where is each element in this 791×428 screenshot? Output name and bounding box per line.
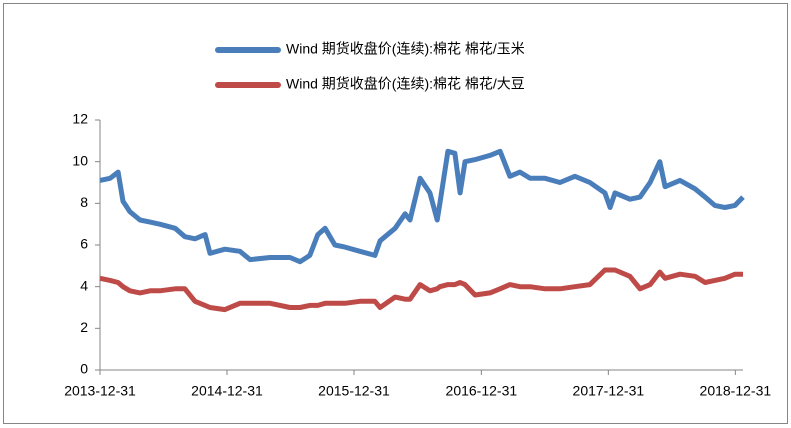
series-line: [99, 267, 743, 313]
x-tick-label: 2016-12-31: [446, 383, 518, 399]
y-tick-label: 12: [72, 111, 88, 127]
y-tick-label: 0: [80, 361, 88, 377]
y-tick-label: 4: [80, 277, 88, 293]
x-tick-label: 2014-12-31: [191, 383, 263, 399]
y-tick-label: 6: [80, 236, 88, 252]
x-tick-label: 2018-12-31: [700, 383, 772, 399]
chart-border: [3, 3, 788, 424]
y-tick-label: 8: [80, 194, 88, 210]
x-tick-label: 2013-12-31: [64, 383, 136, 399]
y-tick-label: 10: [72, 152, 88, 168]
legend-label: Wind 期货收盘价(连续):棉花 棉花/玉米: [286, 41, 525, 57]
series-line: [99, 148, 745, 265]
y-tick-label: 2: [80, 319, 88, 335]
x-tick-label: 2017-12-31: [573, 383, 645, 399]
legend-label: Wind 期货收盘价(连续):棉花 棉花/大豆: [286, 76, 525, 92]
x-tick-label: 2015-12-31: [318, 383, 390, 399]
